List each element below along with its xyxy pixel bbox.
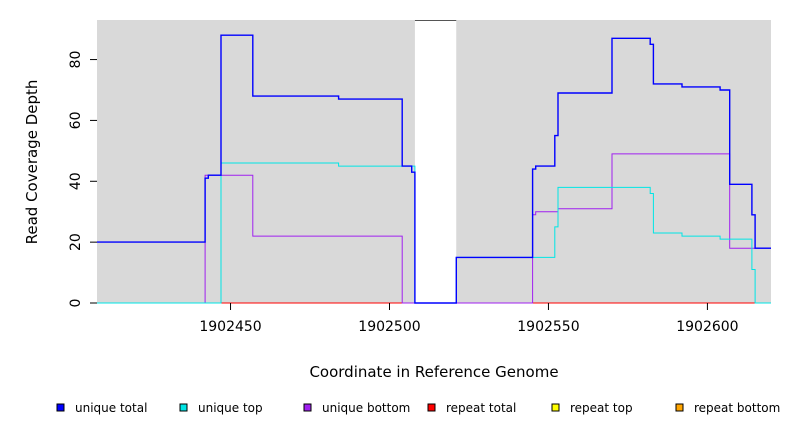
legend-item-unique-top: unique top	[179, 401, 263, 415]
x-tick-label: 1902550	[517, 319, 579, 335]
legend-label: unique total	[75, 401, 147, 415]
y-tick-label: 40	[68, 172, 84, 190]
legend-swatch	[427, 403, 436, 412]
y-tick-label: 20	[68, 233, 84, 251]
gap-regions	[414, 20, 457, 303]
legend: unique total unique top unique bottom repea…	[56, 401, 780, 415]
legend-label: repeat bottom	[694, 401, 780, 415]
legend-label: unique top	[198, 401, 263, 415]
legend-label: repeat top	[570, 401, 633, 415]
y-axis: 0 20 40 60 80	[68, 51, 97, 308]
x-axis: 1902450 1902500 1902550 1902600	[199, 303, 739, 335]
series-unique-bottom	[97, 153, 771, 304]
y-tick-label: 80	[68, 51, 84, 69]
legend-item-repeat-top: repeat top	[551, 401, 633, 415]
x-tick-label: 1902500	[358, 319, 420, 335]
x-tick-label: 1902600	[676, 319, 738, 335]
legend-item-unique-total: unique total	[56, 401, 147, 415]
legend-item-repeat-bottom: repeat bottom	[675, 401, 780, 415]
legend-swatch	[56, 403, 65, 412]
y-tick-label: 60	[68, 112, 84, 130]
y-tick-label: 0	[68, 299, 84, 308]
gap-region	[414, 20, 457, 303]
legend-item-repeat-total: repeat total	[427, 401, 516, 415]
series-unique-top	[97, 162, 771, 304]
legend-label: unique bottom	[322, 401, 410, 415]
series-unique-total	[97, 34, 771, 304]
y-axis-title: Read Coverage Depth	[23, 80, 41, 245]
series-lines	[97, 34, 771, 304]
legend-swatch	[675, 403, 684, 412]
legend-item-unique-bottom: unique bottom	[303, 401, 410, 415]
legend-swatch	[303, 403, 312, 412]
legend-swatch	[179, 403, 188, 412]
legend-swatch	[551, 403, 560, 412]
x-axis-title: Coordinate in Reference Genome	[309, 363, 558, 381]
x-tick-label: 1902450	[199, 319, 261, 335]
legend-label: repeat total	[446, 401, 516, 415]
